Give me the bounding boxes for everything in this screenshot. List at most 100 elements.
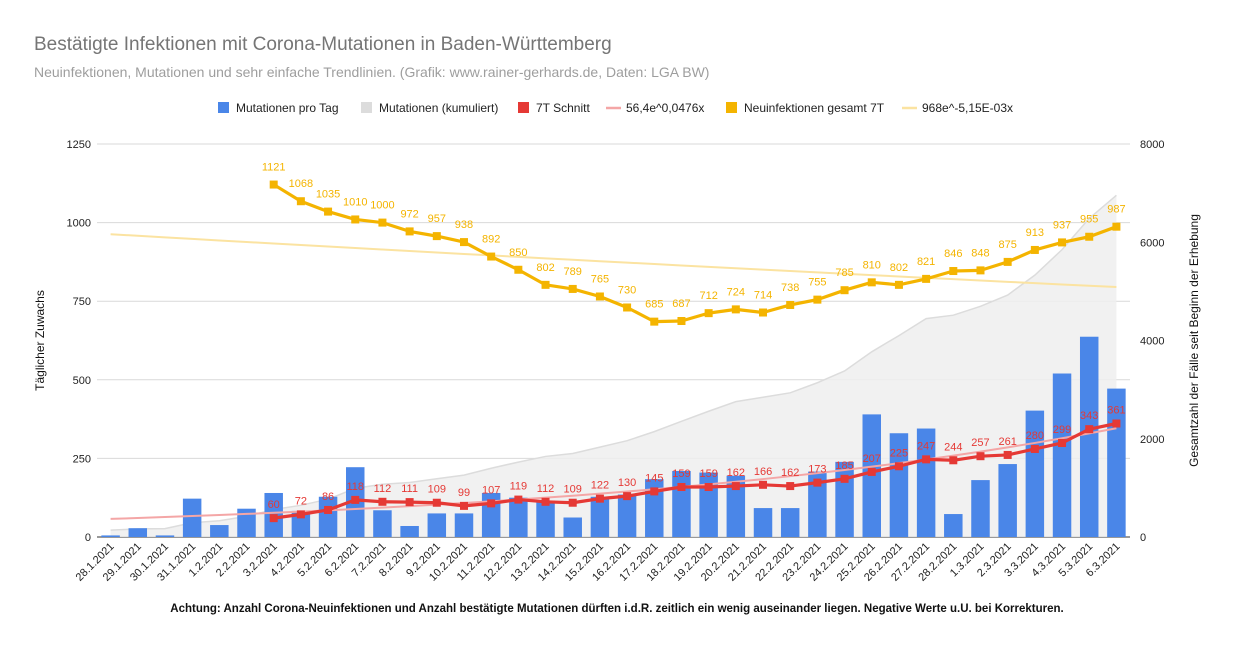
bar (617, 494, 637, 537)
avg-data-label: 173 (808, 464, 826, 476)
footnote: Achtung: Anzahl Corona-Neuinfektionen un… (170, 603, 1064, 615)
total-data-label: 1010 (343, 196, 367, 208)
avg-data-label: 343 (1080, 410, 1098, 422)
total-marker (867, 278, 876, 287)
total-marker (378, 218, 387, 227)
bar (400, 525, 419, 537)
total-marker (949, 267, 958, 276)
trend-lines (110, 233, 1117, 520)
avg-marker (378, 497, 387, 506)
y-left-axis-title: Täglicher Zuwachs (33, 290, 47, 391)
bar (509, 497, 528, 537)
total-data-label: 755 (808, 277, 826, 289)
legend: Mutationen pro Tag Mutationen (kumuliert)… (218, 101, 1013, 115)
avg-marker (459, 501, 468, 510)
series-lines (269, 180, 1121, 523)
bar (780, 508, 800, 537)
avg-data-label: 159 (672, 468, 690, 480)
avg-data-label: 207 (863, 453, 881, 465)
bar (835, 461, 854, 537)
total-marker (650, 317, 659, 326)
avg-data-label: 130 (618, 477, 636, 489)
total-marker (704, 309, 713, 318)
total-marker (813, 295, 822, 304)
total-marker (922, 274, 931, 283)
avg-marker (759, 480, 768, 489)
total-marker (623, 303, 632, 312)
avg-marker (514, 495, 523, 504)
total-marker (432, 232, 441, 241)
chart-subtitle: Neuinfektionen, Mutationen und sehr einf… (34, 64, 710, 80)
bar (373, 510, 392, 537)
total-data-label: 802 (890, 262, 908, 274)
bar (808, 471, 827, 537)
avg-data-label: 112 (374, 483, 392, 495)
avg-data-label: 60 (268, 499, 280, 511)
legend-label: Mutationen pro Tag (236, 101, 339, 115)
bar (889, 433, 909, 537)
total-marker (1112, 222, 1121, 231)
avg-data-label: 159 (699, 468, 717, 480)
bar (563, 517, 582, 537)
cumulative-area (110, 194, 1117, 537)
avg-marker (487, 499, 496, 508)
avg-data-label: 185 (835, 460, 853, 472)
avg-data-label: 166 (754, 466, 772, 478)
avg-data-label: 247 (917, 440, 935, 452)
avg-data-label: 107 (482, 484, 500, 496)
avg-data-label: 244 (944, 441, 962, 453)
avg-marker (731, 482, 740, 491)
avg-marker (595, 494, 604, 503)
total-marker (731, 305, 740, 314)
legend-label: Neuinfektionen gesamt 7T (744, 101, 885, 115)
avg-marker (840, 474, 849, 483)
avg-data-label: 162 (727, 467, 745, 479)
total-data-label: 850 (509, 247, 527, 259)
total-marker (568, 284, 577, 293)
total-data-label: 937 (1053, 219, 1071, 231)
bar (101, 535, 120, 537)
y-left-tick-label: 0 (85, 532, 91, 544)
avg-marker (949, 456, 958, 465)
total-data-label: 987 (1107, 204, 1125, 216)
total-marker (269, 180, 278, 189)
legend-label: 56,4e^0,0476x (626, 101, 704, 115)
legend-swatch (218, 102, 229, 113)
y-left-tick-label: 1250 (67, 139, 91, 151)
legend-swatch (518, 102, 529, 113)
avg-marker (867, 467, 876, 476)
avg-marker (704, 483, 713, 492)
total-data-label: 730 (618, 284, 636, 296)
avg-marker (296, 510, 305, 519)
bar (210, 525, 229, 537)
total-marker (1058, 238, 1067, 247)
bar (971, 480, 990, 537)
avg-marker (1058, 438, 1067, 447)
bar (944, 514, 963, 537)
legend-label: 968e^-5,15E-03x (922, 101, 1013, 115)
avg-marker (786, 482, 795, 491)
total-marker (894, 280, 903, 289)
avg-data-label: 86 (322, 491, 334, 503)
total-marker (976, 266, 985, 275)
total-marker (677, 317, 686, 326)
avg-line (273, 421, 1117, 520)
total-data-label: 687 (672, 298, 690, 310)
total-marker (840, 286, 849, 295)
y-right-tick-label: 4000 (1140, 336, 1164, 348)
bar (916, 428, 936, 537)
total-data-label: 1000 (370, 200, 394, 212)
y-left-tick-label: 750 (73, 296, 91, 308)
bar (454, 513, 474, 537)
total-data-label: 765 (591, 273, 609, 285)
avg-data-label: 162 (781, 467, 799, 479)
bar (753, 508, 773, 537)
legend-swatch (361, 102, 372, 113)
avg-marker (623, 492, 632, 501)
total-data-label: 955 (1080, 214, 1098, 226)
total-data-label: 848 (971, 247, 989, 259)
total-data-label: 685 (645, 299, 663, 311)
total-trend-line (110, 233, 1117, 289)
avg-data-label: 109 (564, 484, 582, 496)
data-labels: 60 72 86 118 112 111 109 99 107 119 112 109 122 130 14… (262, 162, 1126, 512)
